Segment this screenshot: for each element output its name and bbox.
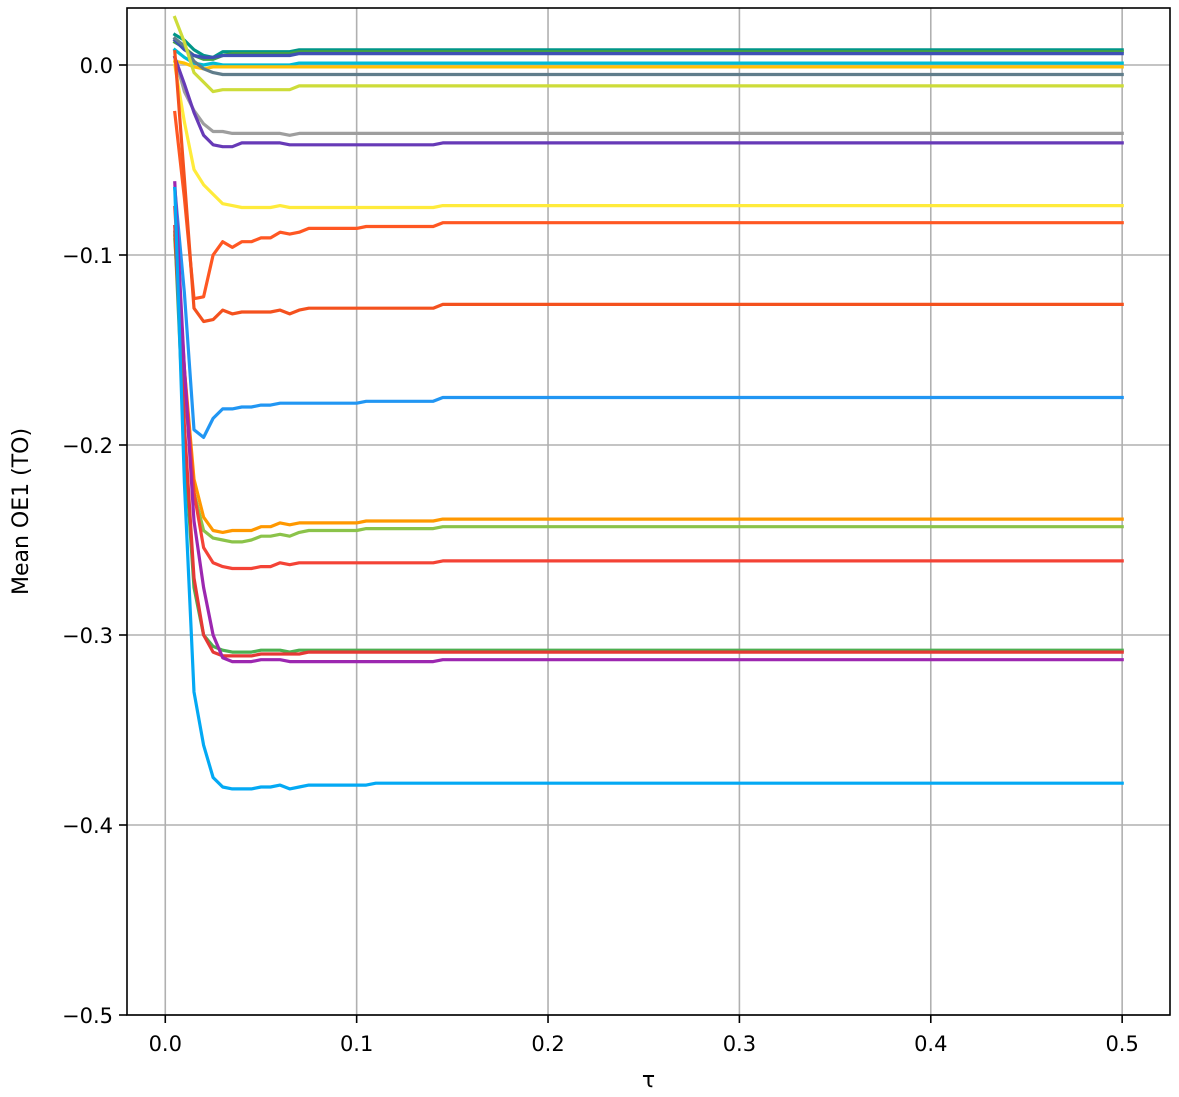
y-tick-label: −0.5	[62, 1004, 113, 1028]
series-line-13	[173, 186, 1124, 439]
series-line-8	[172, 55, 1124, 137]
y-tick-label: −0.1	[62, 244, 113, 268]
series-line-19	[173, 181, 1124, 664]
series-line-12	[173, 49, 1124, 324]
series-line-20	[173, 186, 1124, 791]
series-line-18	[173, 224, 1124, 658]
series-line-10	[172, 63, 1124, 210]
y-tick-label: 0.0	[80, 54, 113, 78]
series-line-11	[173, 110, 1124, 301]
series-line-14	[173, 234, 1124, 535]
series-line-5	[172, 59, 1124, 71]
x-tick-label: 0.3	[723, 1032, 756, 1056]
series-line-4	[172, 47, 1124, 67]
series-line-6	[172, 36, 1124, 77]
series-line-3	[172, 38, 1124, 60]
x-tick-label: 0.4	[914, 1032, 947, 1056]
y-axis-label: Mean OE1 (TO)	[9, 428, 34, 595]
series-line-7	[172, 15, 1124, 94]
x-tick-label: 0.5	[1105, 1032, 1138, 1056]
series-line-9	[172, 55, 1124, 149]
x-tick-label: 0.2	[531, 1032, 564, 1056]
x-tick-label: 0.0	[149, 1032, 182, 1056]
y-tick-label: −0.4	[62, 814, 113, 838]
series-line-17	[173, 230, 1124, 654]
y-tick-label: −0.2	[62, 434, 113, 458]
x-axis-label: τ	[642, 1068, 655, 1093]
y-axis-ticks: 0.0 −0.1 −0.2 −0.3 −0.4 −0.5	[62, 54, 127, 1028]
series-line-16	[173, 205, 1124, 571]
x-tick-label: 0.1	[340, 1032, 373, 1056]
data-series	[172, 15, 1124, 791]
y-tick-label: −0.3	[62, 624, 113, 648]
x-axis-ticks: 0.0 0.1 0.2 0.3 0.4 0.5	[149, 1015, 1139, 1056]
series-line-15	[173, 238, 1124, 544]
plot-area-frame	[126, 7, 1171, 1016]
